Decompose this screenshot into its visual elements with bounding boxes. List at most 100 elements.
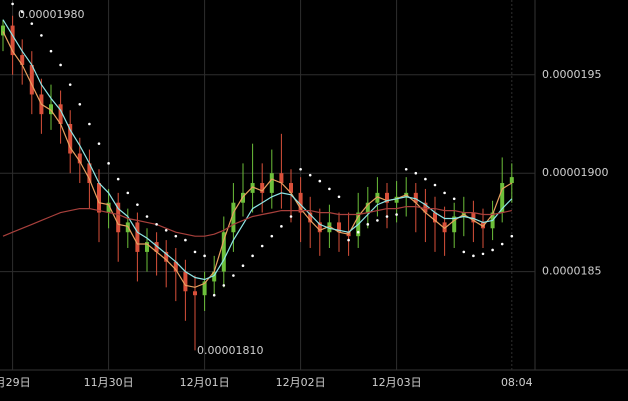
candle-body: [183, 271, 188, 292]
candle-body: [116, 202, 121, 233]
sar-dot: [241, 264, 245, 267]
sar-dot: [433, 183, 437, 187]
candle-body: [442, 222, 447, 233]
candle-body: [202, 281, 207, 296]
sar-dot: [347, 238, 350, 242]
candle-body: [260, 183, 265, 193]
candle-body: [1, 25, 5, 36]
sar-dot: [472, 254, 475, 258]
candle-body: [193, 291, 197, 296]
sar-dot: [510, 234, 514, 238]
candle-body: [289, 183, 293, 193]
candle-body: [164, 251, 169, 262]
sar-dot: [232, 274, 235, 277]
x-tick-label: 12月02日: [276, 376, 326, 389]
sar-dot: [164, 228, 168, 232]
sar-dot: [491, 248, 494, 252]
sar-dot: [462, 250, 466, 254]
candle-body: [413, 192, 418, 203]
sar-dot: [193, 250, 197, 254]
annotation: 0.00001810: [197, 344, 263, 357]
candle-body: [279, 173, 284, 184]
x-tick-label: 月29日: [0, 376, 31, 389]
sar-dot: [212, 293, 216, 297]
candle-body: [375, 192, 380, 203]
candle-body: [87, 163, 92, 184]
sar-dot: [184, 238, 187, 242]
sar-dot: [49, 49, 53, 53]
sar-dot: [251, 254, 254, 258]
sar-dot: [107, 162, 110, 165]
sar-dot: [222, 284, 226, 287]
candle-body: [231, 202, 236, 233]
sar-dot: [145, 215, 149, 218]
candle-body: [298, 192, 303, 213]
sar-dot: [20, 10, 24, 14]
candle-body: [173, 261, 178, 272]
sar-dot: [97, 142, 101, 145]
sar-dot: [443, 191, 446, 195]
sar-dot: [500, 242, 504, 246]
sar-dot: [318, 179, 322, 183]
sar-dot: [11, 2, 14, 6]
x-tick-label: 12月01日: [180, 376, 230, 389]
y-tick-label: 0.00001900: [542, 166, 608, 179]
sar-dot: [174, 234, 178, 238]
sar-dot: [481, 252, 485, 256]
sar-dot: [40, 34, 43, 37]
candle-body: [250, 183, 255, 193]
candle-body: [433, 212, 437, 223]
sar-dot: [280, 225, 283, 228]
candle-body: [385, 192, 389, 203]
candle-body: [337, 222, 341, 233]
sar-dot: [414, 171, 418, 175]
sar-dot: [136, 203, 139, 206]
x-tick-label: 12月03日: [372, 376, 422, 389]
sar-dot: [424, 177, 427, 181]
candle-body: [317, 222, 322, 233]
candle-body: [20, 55, 25, 65]
x-tick-label: 08:04: [501, 376, 533, 389]
candle-body: [423, 202, 428, 213]
sar-dot: [328, 187, 331, 191]
candle-body: [58, 104, 63, 124]
moving-average-line: [2, 206, 512, 237]
candle-body: [471, 212, 476, 223]
sar-dot: [376, 219, 379, 222]
sar-dot: [30, 22, 34, 25]
sar-dot: [260, 244, 264, 248]
candle-body: [500, 183, 505, 213]
sar-dot: [126, 191, 130, 195]
candle-body: [365, 202, 370, 213]
moving-average-line: [2, 19, 513, 281]
candle-body: [509, 177, 514, 184]
sar-dot: [337, 195, 341, 199]
candle-body: [269, 173, 274, 193]
y-tick-label: 0.0000195: [542, 68, 602, 81]
sar-dot: [385, 215, 389, 218]
candle-body: [481, 222, 485, 229]
candle-body: [452, 216, 457, 233]
sar-dot: [366, 223, 370, 226]
sar-dot: [452, 197, 456, 201]
candle-body: [154, 242, 159, 252]
candle-body: [49, 104, 53, 115]
candle-body: [221, 232, 226, 272]
sar-dot: [299, 167, 302, 171]
sar-dot: [395, 213, 398, 216]
sar-dot: [116, 177, 120, 181]
sar-dot: [270, 234, 274, 238]
sar-dot: [88, 122, 91, 126]
candle-body: [212, 271, 217, 282]
candle-body: [308, 212, 313, 223]
candle-body: [145, 242, 149, 252]
annotation: 0.00001980: [18, 8, 84, 21]
moving-average-line: [2, 31, 513, 288]
y-tick-label: 0.0000185: [542, 265, 602, 278]
candle-body: [10, 25, 15, 56]
plot: [1, 2, 514, 351]
sar-dot: [404, 167, 408, 171]
candle-body: [77, 153, 82, 164]
sar-dot: [59, 63, 62, 67]
